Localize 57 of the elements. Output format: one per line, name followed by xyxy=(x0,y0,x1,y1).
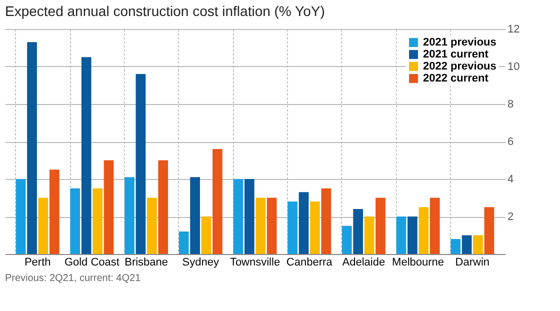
bar xyxy=(81,57,92,254)
bar xyxy=(342,226,352,254)
x-tick-label: Darwin xyxy=(455,256,490,268)
bar xyxy=(178,232,189,254)
bar xyxy=(124,177,134,254)
bar xyxy=(484,207,494,254)
y-tick-label: 12 xyxy=(508,24,520,36)
bar xyxy=(92,188,102,254)
legend-label: 2022 current xyxy=(423,72,489,84)
legend-label: 2021 current xyxy=(423,48,489,60)
bar xyxy=(266,198,277,254)
bar xyxy=(353,209,364,254)
x-tick-label: Brisbane xyxy=(124,256,168,268)
x-tick-label: Sydney xyxy=(182,256,220,268)
bar xyxy=(201,216,212,254)
bar xyxy=(146,198,157,254)
x-tick-label: Canberra xyxy=(286,256,334,268)
bar xyxy=(136,74,146,254)
bar xyxy=(244,179,254,254)
bar xyxy=(473,235,483,254)
bar xyxy=(16,179,26,254)
bar xyxy=(450,239,461,254)
legend-label: 2021 previous xyxy=(423,36,496,48)
bar xyxy=(396,216,406,254)
bar xyxy=(256,198,266,254)
y-tick-label: 10 xyxy=(508,61,520,73)
bar xyxy=(49,170,60,254)
bar xyxy=(70,188,80,254)
chart-title: Expected annual construction cost inflation (% YoY) xyxy=(5,3,325,19)
bar xyxy=(364,216,374,254)
x-tick-label: Adelaide xyxy=(342,256,386,268)
x-tick-label: Melbourne xyxy=(392,256,444,268)
bar xyxy=(38,198,48,254)
y-tick-label: 4 xyxy=(508,174,514,186)
bar xyxy=(310,202,320,254)
bar xyxy=(212,149,222,254)
bar xyxy=(321,188,332,254)
bar xyxy=(158,160,168,254)
y-tick-label: 2 xyxy=(508,211,514,223)
bar xyxy=(233,179,244,254)
y-tick-label: 6 xyxy=(508,136,514,148)
bar xyxy=(27,42,37,254)
bar xyxy=(418,207,429,254)
x-tick-label: Townsville xyxy=(230,256,280,268)
bar xyxy=(190,177,200,254)
y-tick-label: 8 xyxy=(508,98,514,110)
legend-label: 2022 previous xyxy=(423,60,496,72)
bar xyxy=(376,198,386,254)
bar xyxy=(462,235,472,254)
bar xyxy=(430,198,440,254)
bar xyxy=(288,202,298,254)
text: Previous: 2Q21, current: 4Q21 xyxy=(5,273,142,284)
bar xyxy=(408,216,418,254)
bar xyxy=(104,160,114,254)
bar xyxy=(298,192,309,254)
x-tick-label: Gold Coast xyxy=(64,256,120,268)
x-tick-label: Perth xyxy=(24,256,51,268)
